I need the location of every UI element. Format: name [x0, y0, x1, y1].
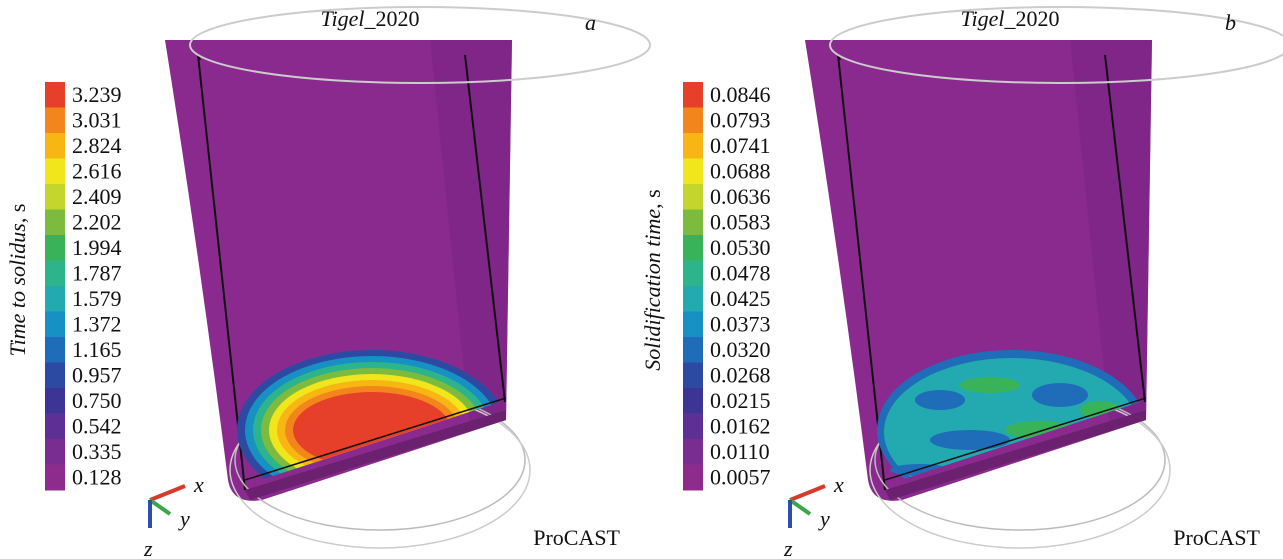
- colorbar-tick-label: 0.0530: [710, 235, 771, 260]
- axis-label: y: [178, 506, 190, 531]
- title-plain: _2020: [364, 6, 420, 31]
- colorbar-segment: [45, 414, 65, 440]
- colorbar-segment: [45, 235, 65, 261]
- colorbar-segment: [45, 337, 65, 363]
- colorbar-tick-label: 0.0215: [710, 388, 771, 413]
- colorbar-segment: [683, 184, 703, 210]
- axis-arrow: [790, 500, 810, 514]
- colorbar-segment: [683, 286, 703, 312]
- colorbar-tick-label: 0.128: [72, 465, 122, 490]
- colorbar-tick-label: 0.335: [72, 439, 122, 464]
- colorbar-tick-label: 2.824: [72, 133, 122, 158]
- colorbar-tick-label: 0.957: [72, 363, 122, 388]
- colorbar-segment: [683, 363, 703, 389]
- software-label: ProCAST: [1173, 525, 1260, 550]
- colorbar-tick-label: 0.0793: [710, 108, 771, 133]
- colorbar-segment: [45, 312, 65, 338]
- colorbar-tick-label: 1.372: [72, 312, 122, 337]
- axis-arrow: [150, 500, 170, 514]
- blob: [960, 377, 1020, 393]
- label-plain: , s: [5, 204, 30, 224]
- colorbar-tick-label: 0.0320: [710, 337, 771, 362]
- axis-label: x: [193, 472, 204, 497]
- label-plain: , s: [640, 189, 665, 209]
- colorbar-tick-label: 0.0583: [710, 210, 771, 235]
- colorbar-tick-label: 2.202: [72, 210, 122, 235]
- colorbar-tick-label: 0.542: [72, 414, 122, 439]
- label-italic: Solidification time: [640, 209, 665, 371]
- colorbar-segment: [683, 133, 703, 159]
- colorbar-tick-label: 0.0741: [710, 133, 771, 158]
- colorbar-segment: [683, 312, 703, 338]
- label-italic: Time to solidus: [5, 223, 30, 356]
- title-italic: Tigel: [960, 6, 1004, 31]
- colorbar-segment: [45, 465, 65, 491]
- colorbar-segment: [683, 82, 703, 108]
- colorbar-segment: [683, 210, 703, 236]
- colorbar-segment: [45, 210, 65, 236]
- colorbar-tick-label: 0.0268: [710, 363, 771, 388]
- axis-label: z: [143, 536, 153, 559]
- colorbar-segment: [683, 388, 703, 414]
- colorbar-segment: [45, 439, 65, 465]
- colorbar-tick-label: 0.0636: [710, 184, 771, 209]
- axis-arrow: [790, 486, 825, 500]
- panel-title: Tigel_2020: [320, 6, 419, 31]
- colorbar-segment: [45, 286, 65, 312]
- colorbar-segment: [683, 337, 703, 363]
- colorbar-label: Time to solidus, s: [5, 204, 30, 357]
- blob: [1032, 383, 1088, 407]
- blob: [930, 430, 1010, 450]
- colorbar-label: Solidification time, s: [640, 189, 665, 371]
- colorbar-segment: [683, 261, 703, 287]
- panel-letter: b: [1225, 10, 1236, 35]
- crucible-render: [165, 7, 650, 548]
- colorbar-segment: [45, 261, 65, 287]
- colorbar-segment: [683, 465, 703, 491]
- colorbar-tick-label: 0.0373: [710, 312, 771, 337]
- title-plain: _2020: [1004, 6, 1060, 31]
- colorbar-tick-label: 2.409: [72, 184, 122, 209]
- colorbar-tick-label: 0.0478: [710, 261, 771, 286]
- colorbar-tick-label: 1.165: [72, 337, 122, 362]
- figure: Tigel_2020a3.2393.0312.8242.6162.4092.20…: [0, 0, 1283, 559]
- colorbar-tick-label: 0.0110: [710, 439, 770, 464]
- colorbar-segment: [45, 388, 65, 414]
- title-italic: Tigel: [320, 6, 364, 31]
- colorbar-segment: [45, 184, 65, 210]
- colorbar-tick-label: 0.750: [72, 388, 122, 413]
- colorbar-segment: [45, 363, 65, 389]
- software-label: ProCAST: [533, 525, 620, 550]
- colorbar-segment: [45, 133, 65, 159]
- panel-title: Tigel_2020: [960, 6, 1059, 31]
- colorbar-tick-label: 2.616: [72, 159, 122, 184]
- colorbar-segment: [683, 159, 703, 185]
- colorbar-segment: [683, 439, 703, 465]
- colorbar-segment: [45, 82, 65, 108]
- colorbar-tick-label: 1.579: [72, 286, 122, 311]
- colorbar-tick-label: 0.0688: [710, 159, 771, 184]
- axis-label: x: [833, 472, 844, 497]
- colorbar-tick-label: 3.031: [72, 108, 122, 133]
- blob: [915, 390, 965, 410]
- crucible-render: [805, 7, 1283, 548]
- colorbar-tick-label: 1.994: [72, 235, 122, 260]
- colorbar-segment: [683, 235, 703, 261]
- colorbar-segment: [45, 159, 65, 185]
- axis-label: y: [818, 506, 830, 531]
- colorbar-segment: [45, 108, 65, 134]
- colorbar-segment: [683, 414, 703, 440]
- colorbar-segment: [683, 108, 703, 134]
- axis-label: z: [783, 536, 793, 559]
- colorbar-tick-label: 0.0425: [710, 286, 771, 311]
- colorbar-tick-label: 3.239: [72, 82, 122, 107]
- colorbar-tick-label: 1.787: [72, 261, 122, 286]
- colorbar-tick-label: 0.0162: [710, 414, 771, 439]
- panel-letter: a: [585, 10, 596, 35]
- axis-arrow: [150, 486, 185, 500]
- colorbar-tick-label: 0.0846: [710, 82, 771, 107]
- colorbar-tick-label: 0.0057: [710, 465, 771, 490]
